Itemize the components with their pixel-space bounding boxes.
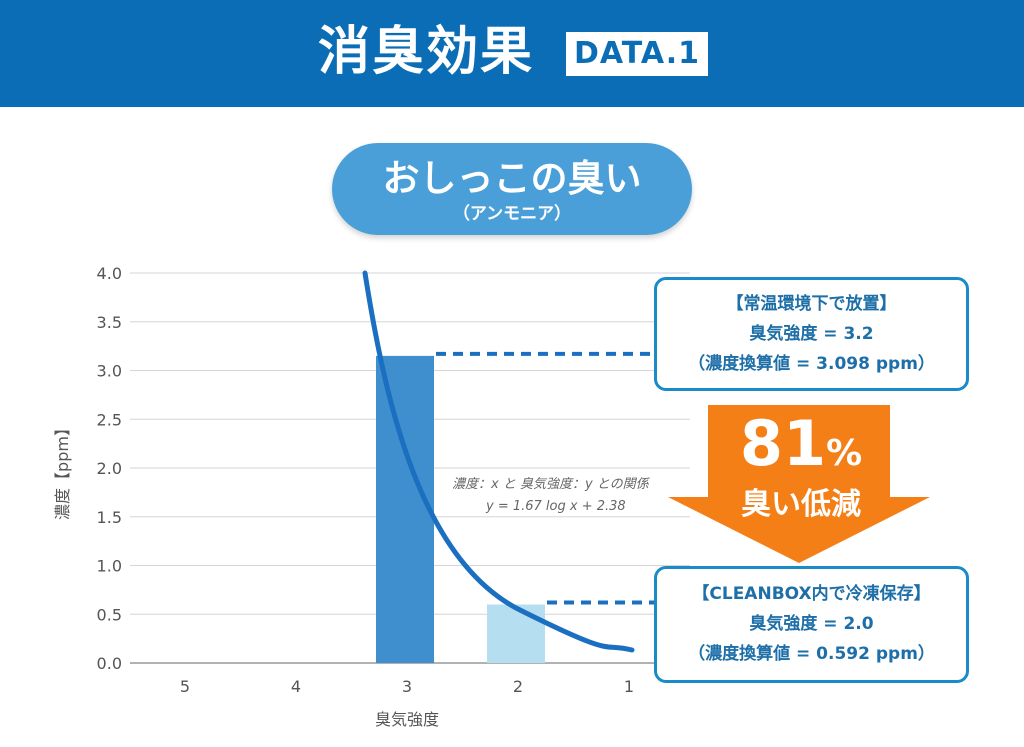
chart-title: おしっこの臭い bbox=[382, 157, 642, 200]
dashed-guides bbox=[436, 351, 654, 605]
bar bbox=[487, 604, 545, 663]
x-axis-label: 臭気強度 bbox=[375, 710, 439, 729]
reduction-label: 81% 臭い低減 bbox=[676, 405, 926, 565]
y-tick-label: 3.0 bbox=[97, 362, 122, 381]
x-tick-label: 1 bbox=[624, 677, 634, 696]
formula-line-2: y = 1.67 log x + 2.38 bbox=[485, 499, 626, 514]
reduction-number: 81 bbox=[739, 407, 827, 480]
y-tick-label: 1.5 bbox=[97, 508, 122, 527]
callout-bottom-line1: 臭気強度 = 2.0 bbox=[749, 614, 874, 634]
callout-top-line2: （濃度換算値 = 3.098 ppm） bbox=[688, 354, 935, 374]
y-tick-label: 2.0 bbox=[97, 459, 122, 478]
reduction-arrow bbox=[668, 405, 930, 563]
y-axis-label: 濃度【ppm】 bbox=[53, 420, 72, 520]
x-tick-label: 5 bbox=[180, 677, 190, 696]
y-tick-label: 0.0 bbox=[97, 654, 122, 673]
bar bbox=[376, 355, 434, 663]
header-bar: 消臭効果 DATA.1 bbox=[0, 0, 1024, 107]
callout-top-title: 【常温環境下で放置】 bbox=[726, 294, 897, 314]
x-tick-label: 4 bbox=[291, 677, 301, 696]
chart-subtitle: （アンモニア） bbox=[452, 204, 572, 224]
y-tick-label: 3.5 bbox=[97, 313, 122, 332]
x-tick-label: 2 bbox=[513, 677, 523, 696]
y-tick-label: 0.5 bbox=[97, 605, 122, 624]
page-title: 消臭効果 bbox=[318, 22, 535, 82]
relation-curve bbox=[362, 270, 635, 653]
callout-cleanbox: 【CLEANBOX内で冷凍保存】 臭気強度 = 2.0 （濃度換算値 = 0.5… bbox=[654, 566, 969, 683]
callout-room-temperature: 【常温環境下で放置】 臭気強度 = 3.2 （濃度換算値 = 3.098 ppm… bbox=[654, 277, 969, 391]
reduction-percent: 81% bbox=[676, 412, 926, 492]
chart-title-pill: おしっこの臭い （アンモニア） bbox=[332, 143, 692, 235]
relation-curve-path bbox=[362, 270, 635, 653]
y-tick-label: 1.0 bbox=[97, 557, 122, 576]
x-tick-label: 3 bbox=[402, 677, 412, 696]
callout-bottom-line2: （濃度換算値 = 0.592 ppm） bbox=[688, 644, 935, 664]
reduction-text: 臭い低減 bbox=[741, 487, 861, 522]
callout-top-line1: 臭気強度 = 3.2 bbox=[749, 324, 874, 344]
y-tick-label: 4.0 bbox=[97, 264, 122, 283]
data-badge: DATA.1 bbox=[566, 32, 708, 76]
y-tick-label: 2.5 bbox=[97, 410, 122, 429]
y-ticks: 0.0 0.5 1.0 1.5 2.0 2.5 3.0 3.5 4.0 bbox=[97, 264, 122, 673]
callout-bottom-title: 【CLEANBOX内で冷凍保存】 bbox=[692, 584, 931, 604]
x-ticks: 5 4 3 2 1 bbox=[180, 677, 634, 696]
reduction-sign: % bbox=[826, 433, 863, 474]
formula-line-1: 濃度：x と 臭気強度：y との関係 bbox=[452, 477, 651, 492]
bars bbox=[376, 355, 545, 663]
